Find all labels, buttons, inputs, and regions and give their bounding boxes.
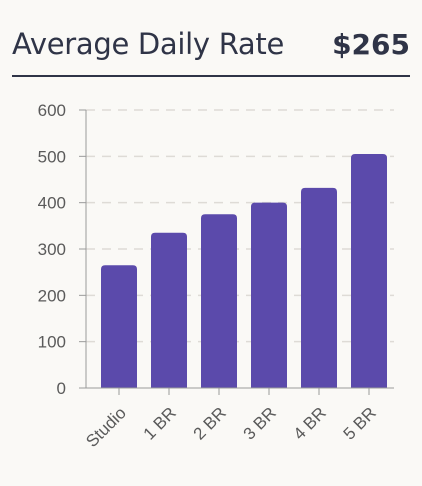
bar-5-br [351, 154, 387, 388]
y-tick-label: 0 [57, 379, 66, 398]
bar-4-br [301, 187, 337, 388]
x-tick-label: 4 BR [290, 403, 330, 443]
y-tick-label: 100 [38, 333, 66, 352]
y-tick-label: 600 [38, 101, 66, 120]
header-divider [12, 75, 410, 77]
bar-3-br [251, 202, 287, 388]
x-tick-label: 2 BR [190, 403, 230, 443]
x-tick-label: 3 BR [240, 403, 280, 443]
x-tick-label: Studio [82, 403, 130, 451]
bar-studio [101, 265, 137, 388]
x-tick-label: 1 BR [140, 403, 180, 443]
y-tick-label: 400 [38, 194, 66, 213]
y-tick-label: 200 [38, 286, 66, 305]
x-tick-label: 5 BR [340, 403, 380, 443]
bar-1-br [151, 232, 187, 388]
chart-title: Average Daily Rate [12, 27, 284, 61]
bar-2-br [201, 214, 237, 388]
y-tick-label: 500 [38, 147, 66, 166]
card-header: Average Daily Rate $265 [12, 22, 410, 66]
y-tick-label: 300 [38, 240, 66, 259]
headline-value: $265 [332, 27, 410, 61]
